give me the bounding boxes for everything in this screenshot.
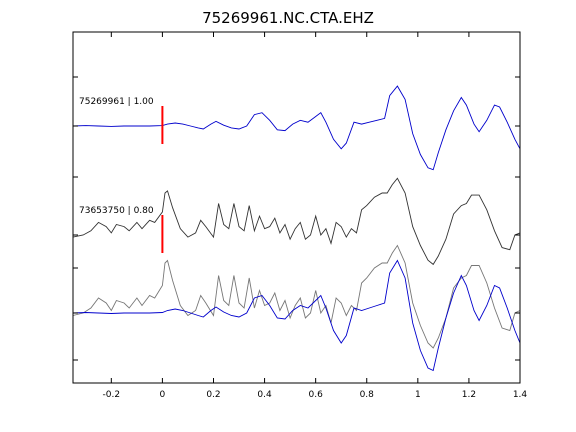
x-axis: -0.2 0 0.2 0.4 0.6 0.8 1 1.2 1.4	[73, 31, 528, 400]
x-tick-label: -0.2	[103, 390, 121, 400]
x-tick-label: 0	[160, 390, 166, 400]
x-tick-label: 1.4	[513, 390, 528, 400]
plot-area	[72, 85, 521, 372]
trace-line-2	[72, 177, 521, 266]
chart-title: 75269961.NC.CTA.EHZ	[202, 9, 374, 27]
x-tick-label: 1	[415, 390, 421, 400]
trace-label-1: 75269961 | 1.00	[79, 97, 154, 107]
x-tick-label: 1.2	[462, 390, 476, 400]
trace-labels: 75269961 | 1.00 73653750 | 0.80	[79, 97, 154, 216]
x-tick-label: 0.6	[308, 390, 323, 400]
trace-line-1	[72, 85, 521, 171]
x-tick-label: 0.8	[360, 390, 375, 400]
x-tick-label: 0.4	[257, 390, 272, 400]
x-tick-label: 0.2	[206, 390, 220, 400]
trace-line-3	[72, 259, 521, 372]
trace-label-2: 73653750 | 0.80	[79, 206, 154, 216]
trace-line-4	[72, 244, 521, 349]
plot-frame	[72, 31, 521, 384]
